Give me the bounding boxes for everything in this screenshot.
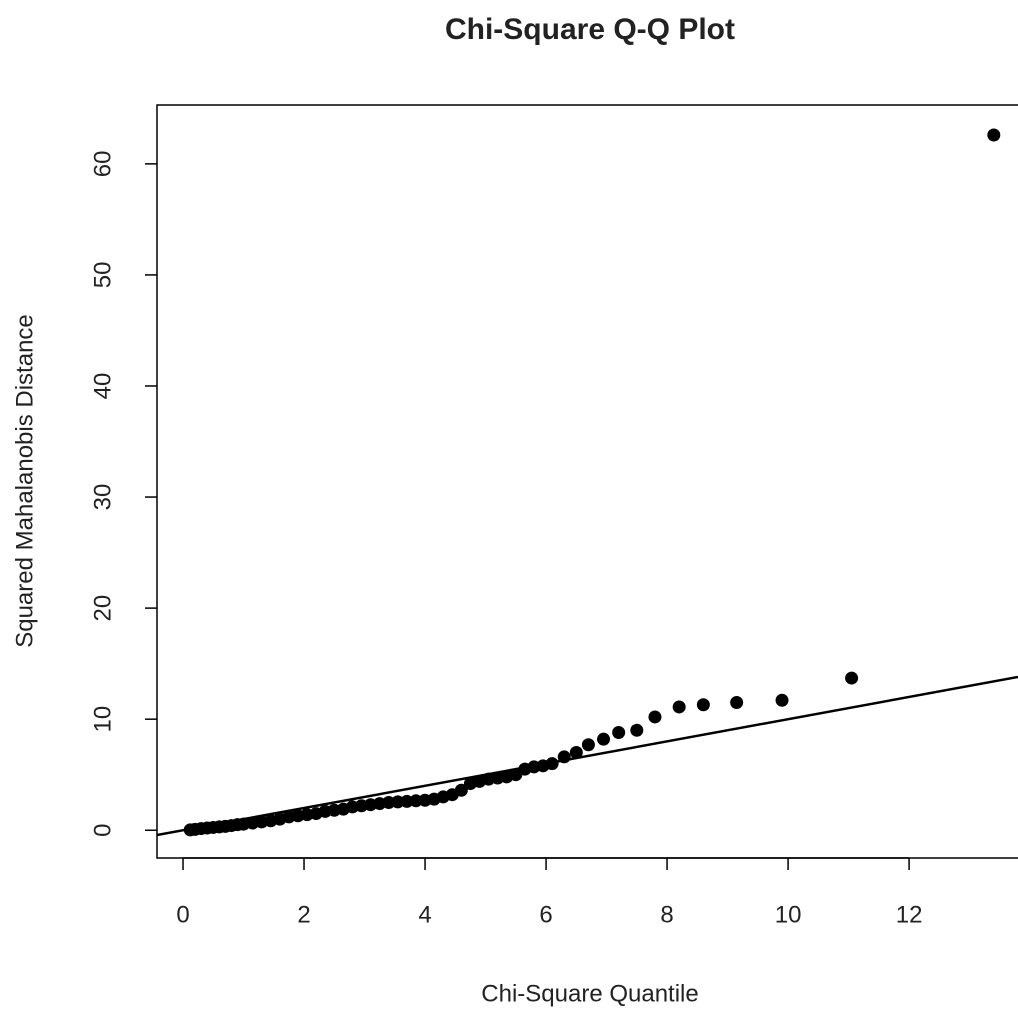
point <box>730 696 744 710</box>
point <box>775 693 789 707</box>
y-tick-label: 20 <box>89 595 116 622</box>
point <box>987 128 1001 142</box>
point <box>630 723 644 737</box>
point <box>597 732 611 746</box>
y-tick-label: 40 <box>89 373 116 400</box>
y-tick-label: 0 <box>89 824 116 837</box>
y-axis-label: Squared Mahalanobis Distance <box>11 314 38 648</box>
x-tick-label: 0 <box>176 901 189 928</box>
point <box>648 710 662 724</box>
x-axis-label: Chi-Square Quantile <box>481 980 698 1007</box>
y-tick-label: 60 <box>89 151 116 178</box>
x-tick-label: 6 <box>539 901 552 928</box>
x-tick-label: 10 <box>775 901 802 928</box>
chart-title: Chi-Square Q-Q Plot <box>445 13 735 46</box>
x-tick-label: 2 <box>297 901 310 928</box>
point <box>612 726 626 739</box>
point <box>454 783 468 797</box>
point <box>545 757 559 771</box>
y-tick-label: 30 <box>89 484 116 511</box>
point <box>845 671 859 685</box>
x-tick-label: 4 <box>418 901 431 928</box>
point <box>581 738 595 752</box>
point <box>569 745 583 759</box>
y-tick-label: 50 <box>89 262 116 289</box>
point <box>672 700 686 714</box>
y-tick-label: 10 <box>89 706 116 733</box>
x-tick-label: 8 <box>660 901 673 928</box>
reference-line <box>157 675 1018 837</box>
point <box>557 750 571 764</box>
x-tick-label: 12 <box>896 901 923 928</box>
point <box>696 698 710 712</box>
